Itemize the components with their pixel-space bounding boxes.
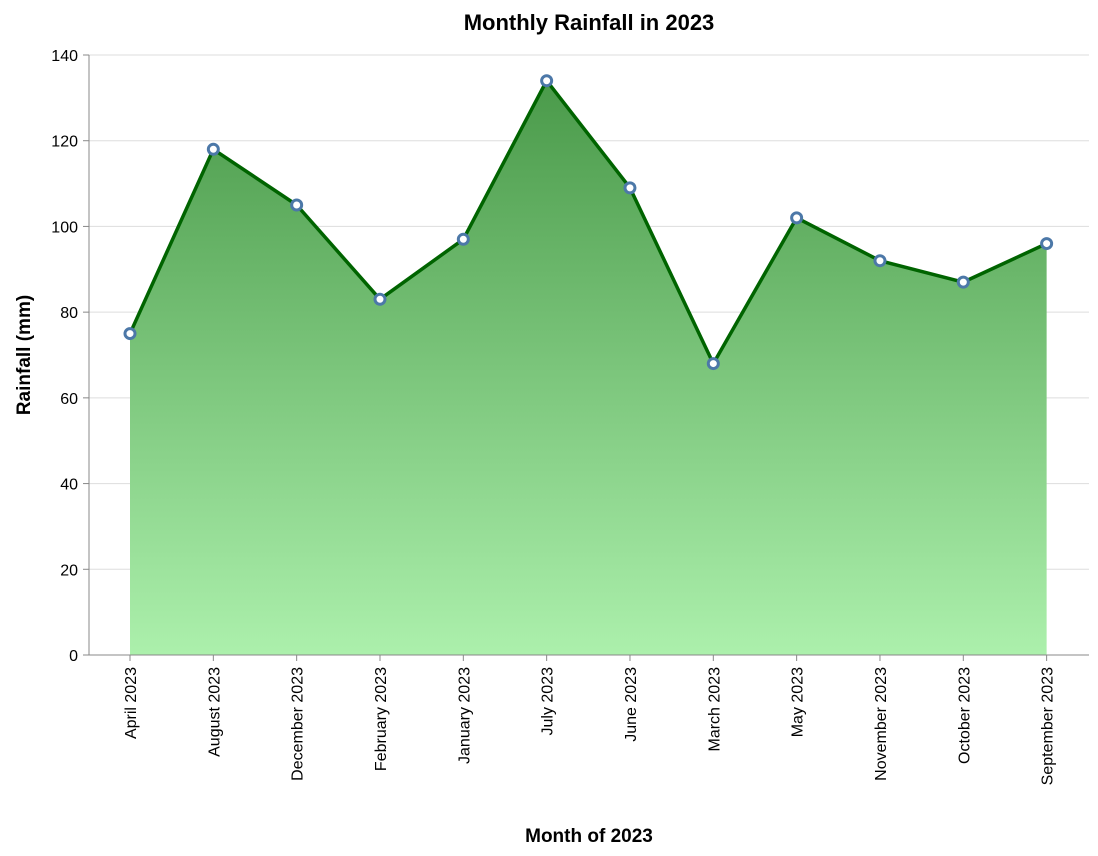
x-tick-label: August 2023 bbox=[206, 667, 223, 757]
x-tick-label: February 2023 bbox=[373, 667, 390, 771]
y-tick-label: 40 bbox=[60, 477, 78, 494]
x-axis-title: Month of 2023 bbox=[525, 826, 653, 847]
x-tick-label: June 2023 bbox=[623, 667, 640, 742]
data-point bbox=[206, 142, 220, 156]
data-point bbox=[873, 254, 887, 268]
series-line bbox=[128, 78, 1048, 366]
y-tick-label: 20 bbox=[60, 562, 78, 579]
y-tick-label: 80 bbox=[60, 305, 78, 322]
data-point bbox=[373, 292, 387, 306]
chart-title: Monthly Rainfall in 2023 bbox=[464, 10, 715, 35]
x-tick-label: April 2023 bbox=[123, 667, 140, 739]
x-tick-label: September 2023 bbox=[1040, 667, 1057, 785]
y-axis-ticks: 0 20 40 60 80 100 120 140 bbox=[51, 48, 89, 665]
y-tick-label: 120 bbox=[51, 134, 78, 151]
data-point bbox=[123, 327, 137, 341]
data-point bbox=[706, 357, 720, 371]
x-tick-label: July 2023 bbox=[540, 667, 557, 736]
data-points bbox=[123, 74, 1054, 371]
data-point bbox=[456, 232, 470, 246]
y-tick-label: 100 bbox=[51, 219, 78, 236]
data-point bbox=[623, 181, 637, 195]
data-point bbox=[290, 198, 304, 212]
data-point bbox=[956, 275, 970, 289]
area-fill bbox=[130, 80, 1047, 655]
x-tick-label: May 2023 bbox=[790, 667, 807, 737]
data-point bbox=[540, 74, 554, 88]
x-tick-label: January 2023 bbox=[456, 667, 473, 764]
data-point bbox=[1040, 237, 1054, 251]
y-tick-label: 140 bbox=[51, 48, 78, 65]
y-tick-label: 60 bbox=[60, 391, 78, 408]
x-tick-label: December 2023 bbox=[290, 667, 307, 781]
x-tick-label: November 2023 bbox=[873, 667, 890, 781]
x-tick-label: October 2023 bbox=[956, 667, 973, 764]
x-tick-label: March 2023 bbox=[706, 667, 723, 752]
data-point bbox=[790, 211, 804, 225]
y-tick-label: 0 bbox=[69, 648, 78, 665]
y-axis-title: Rainfall (mm) bbox=[14, 295, 35, 415]
x-axis-ticks: April 2023 August 2023 December 2023 Februa… bbox=[123, 655, 1057, 785]
